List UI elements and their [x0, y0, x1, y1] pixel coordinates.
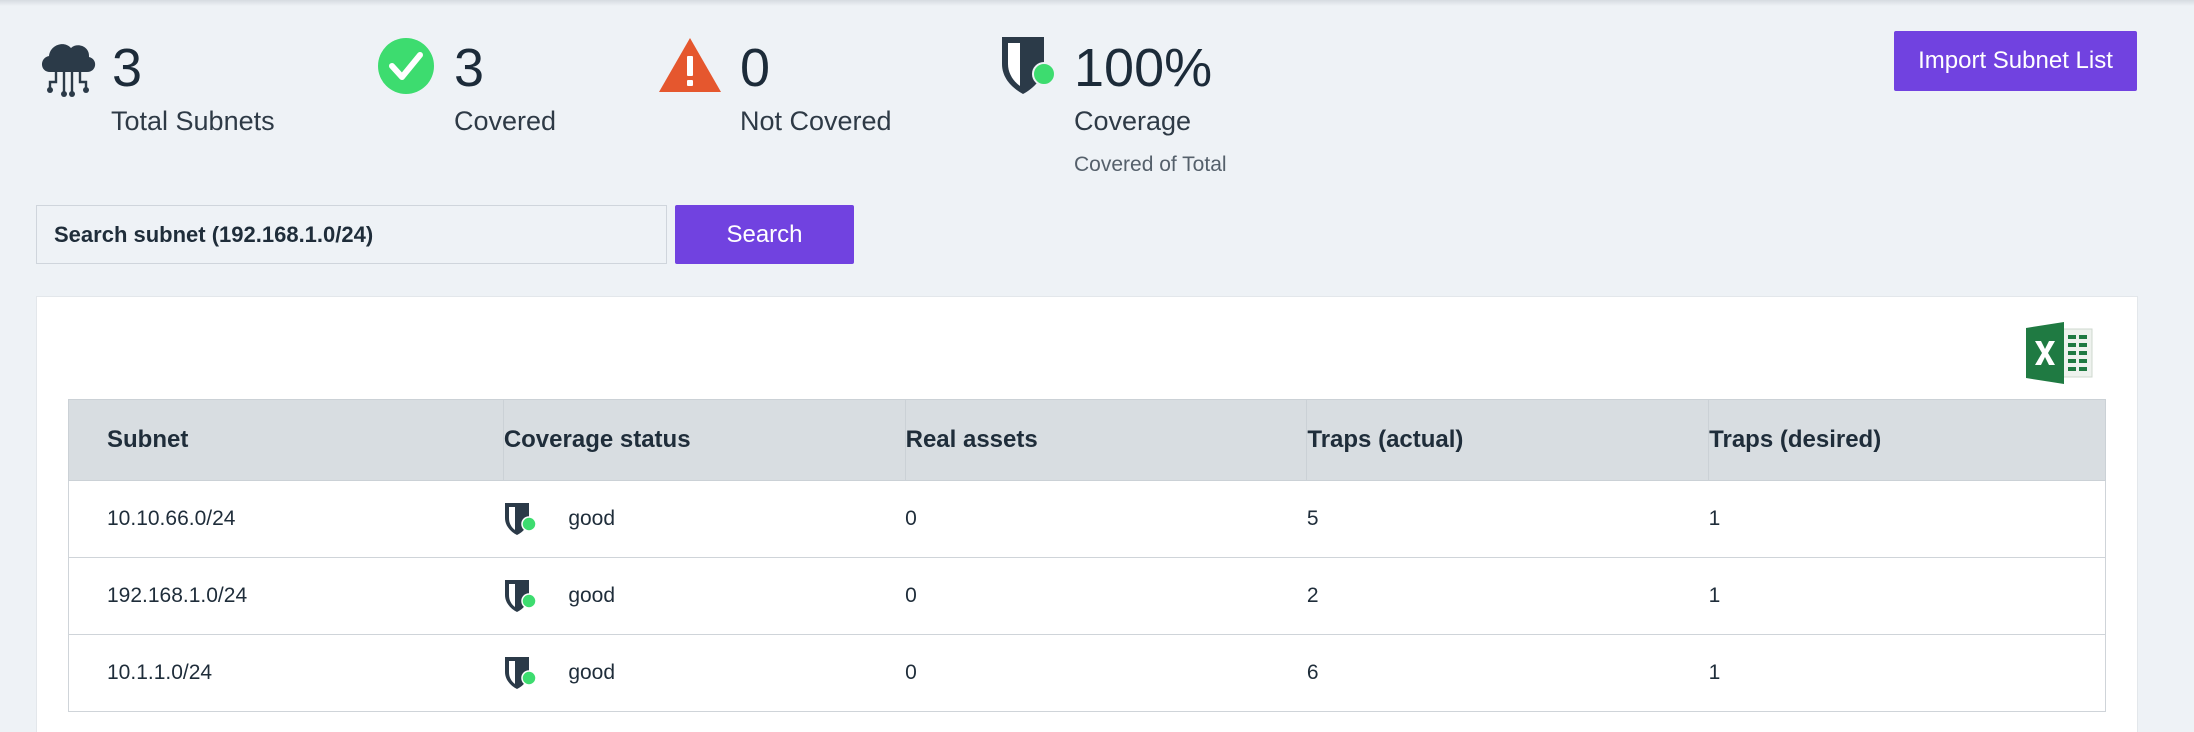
coverage-status-cell: good [503, 480, 906, 558]
subnet-cell: 10.1.1.0/24 [68, 634, 504, 712]
excel-export-icon[interactable] [2024, 321, 2096, 385]
coverage-status-text: good [568, 584, 616, 607]
column-header-traps-actual[interactable]: Traps (actual) [1306, 399, 1710, 481]
column-header-subnet[interactable]: Subnet [68, 399, 504, 481]
coverage-value: 100% [1074, 38, 1213, 98]
coverage-status-text: good [568, 507, 616, 530]
shield-status-icon [505, 503, 538, 535]
not-covered-label: Not Covered [740, 106, 892, 136]
shield-status-icon [998, 34, 1062, 98]
traps-desired-cell: 1 [1708, 634, 2106, 712]
traps-desired-cell: 1 [1708, 480, 2106, 558]
total-subnets-label: Total Subnets [111, 106, 275, 136]
check-circle-icon [378, 34, 442, 98]
shield-status-icon [505, 580, 538, 612]
subnet-cell: 192.168.1.0/24 [68, 557, 504, 635]
shield-status-icon [505, 657, 538, 689]
total-subnets-value: 3 [112, 38, 143, 98]
coverage-status-cell: good [503, 557, 906, 635]
covered-value: 3 [454, 38, 485, 98]
traps-actual-cell: 6 [1306, 634, 1709, 712]
table-header-row: Subnet Coverage status Real assets Traps… [68, 399, 2106, 481]
coverage-status-text: good [568, 661, 616, 684]
subnets-panel: Subnet Coverage status Real assets Traps… [36, 296, 2138, 732]
traps-actual-cell: 5 [1306, 480, 1709, 558]
not-covered-value: 0 [740, 38, 771, 98]
search-button[interactable]: Search [675, 205, 854, 264]
real-assets-cell: 0 [905, 557, 1307, 635]
cloud-network-icon [36, 34, 100, 98]
coverage-sublabel: Covered of Total [1074, 153, 1227, 176]
column-header-real-assets[interactable]: Real assets [904, 399, 1308, 481]
real-assets-cell: 0 [905, 634, 1307, 712]
real-assets-cell: 0 [905, 480, 1307, 558]
traps-actual-cell: 2 [1306, 557, 1709, 635]
search-subnet-input[interactable] [36, 205, 667, 264]
traps-desired-cell: 1 [1708, 557, 2106, 635]
coverage-status-cell: good [503, 634, 906, 712]
covered-label: Covered [454, 106, 557, 136]
column-header-traps-desired[interactable]: Traps (desired) [1708, 399, 2106, 481]
subnet-cell: 10.10.66.0/24 [68, 480, 504, 558]
subnets-table: Subnet Coverage status Real assets Traps… [68, 399, 2106, 712]
top-shadow [0, 0, 2194, 6]
table-row[interactable]: 10.1.1.0/24 good 0 6 1 [68, 634, 2106, 712]
column-header-coverage-status[interactable]: Coverage status [502, 399, 906, 481]
coverage-label: Coverage [1074, 106, 1192, 136]
table-row[interactable]: 10.10.66.0/24 good 0 5 1 [68, 480, 2106, 558]
table-row[interactable]: 192.168.1.0/24 good 0 2 1 [68, 557, 2106, 635]
warning-triangle-icon [658, 34, 722, 98]
import-subnet-list-button[interactable]: Import Subnet List [1894, 31, 2137, 91]
